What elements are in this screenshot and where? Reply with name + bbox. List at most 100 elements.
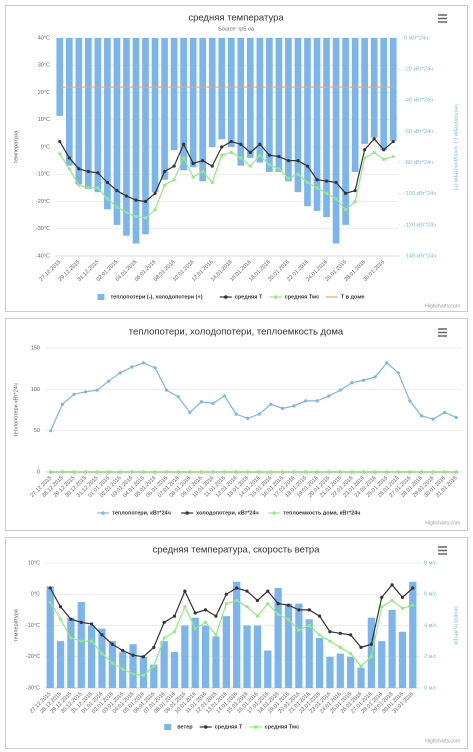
legend-label[interactable]: средняя Twc	[285, 294, 320, 300]
y2-tick-label: -80 кВт*24ч	[404, 160, 433, 166]
legend-label[interactable]: ветер	[177, 724, 193, 730]
bar	[347, 656, 355, 688]
point	[411, 586, 415, 590]
menu-icon[interactable]	[438, 14, 447, 23]
y2-tick-label: 6 м/с	[424, 592, 437, 598]
point	[130, 365, 134, 369]
point	[86, 169, 90, 174]
point	[304, 470, 308, 474]
point	[234, 412, 238, 416]
y-tick-label: -20°C	[26, 654, 40, 660]
point	[369, 655, 373, 659]
point	[152, 645, 156, 649]
point	[201, 169, 205, 174]
y2-tick-label: 8 м/с	[424, 560, 437, 566]
bar	[342, 38, 349, 225]
chart-title: средняя температура, скорость ветра	[153, 545, 321, 556]
point	[385, 361, 389, 365]
point	[105, 197, 110, 201]
bar	[65, 38, 73, 166]
point	[391, 154, 395, 159]
point	[134, 198, 138, 202]
menu-icon[interactable]	[438, 546, 447, 555]
y2-tick-label: -100 кВт*24ч	[404, 191, 436, 197]
point	[353, 199, 357, 204]
series-line	[49, 599, 413, 677]
legend-label[interactable]: средняя Twc	[265, 724, 300, 730]
point	[90, 639, 94, 643]
bar	[243, 625, 251, 688]
menu-icon[interactable]	[438, 328, 447, 337]
y2-axis-title: скорость ветра	[453, 606, 459, 645]
bar	[161, 38, 168, 180]
point	[183, 589, 187, 593]
point	[338, 645, 342, 649]
bar	[77, 602, 85, 688]
legend-label[interactable]: средняя T	[215, 724, 243, 730]
legend-label[interactable]: теплопотери (-), холодопотери (+)	[110, 294, 202, 300]
point	[324, 179, 329, 183]
bar	[256, 38, 264, 163]
point	[353, 189, 357, 193]
chart-title: средняя температура	[188, 13, 284, 24]
point	[307, 608, 311, 612]
point	[454, 415, 458, 420]
y-tick-label: 0°C	[31, 592, 40, 598]
point	[324, 191, 329, 195]
point	[419, 414, 424, 418]
point	[280, 470, 285, 474]
legend-label[interactable]: холодопотери, кВт*24ч	[196, 510, 259, 516]
bar	[129, 644, 137, 688]
point	[363, 148, 367, 152]
bar	[326, 656, 334, 688]
point	[443, 410, 447, 415]
point	[141, 361, 146, 365]
point	[220, 145, 224, 149]
point	[67, 156, 71, 160]
point	[220, 153, 224, 157]
y-tick-label: 150	[31, 345, 40, 351]
point	[229, 150, 233, 155]
legend-label[interactable]: теплоемкость дома, кВт*24ч	[283, 510, 360, 516]
y2-tick-label: -120 кВт*24ч	[404, 222, 436, 228]
point	[266, 589, 270, 593]
y2-tick-label: 2 м/с	[424, 654, 437, 660]
point	[222, 394, 227, 398]
point	[315, 470, 319, 474]
bar	[201, 625, 210, 688]
bar	[189, 38, 197, 168]
point	[391, 139, 395, 144]
point	[49, 470, 53, 474]
point	[400, 595, 405, 599]
point	[172, 178, 176, 182]
point	[277, 154, 281, 159]
series-line	[59, 137, 394, 203]
y2-tick-label: -60 кВт*24ч	[404, 129, 433, 135]
bar	[150, 664, 158, 688]
legend-label[interactable]: T в доме	[341, 294, 365, 300]
point	[191, 175, 195, 179]
bar	[56, 641, 65, 688]
point	[276, 612, 280, 617]
legend-label[interactable]: средняя T	[235, 294, 263, 300]
point	[317, 614, 322, 618]
bar	[139, 656, 148, 688]
bar	[370, 38, 378, 138]
point	[255, 598, 260, 603]
point	[58, 139, 62, 144]
point	[214, 633, 218, 637]
point	[276, 602, 280, 606]
point	[292, 470, 296, 474]
bar	[380, 38, 388, 151]
point	[349, 652, 353, 656]
bar	[237, 38, 245, 166]
point	[110, 642, 114, 646]
bar	[113, 38, 121, 225]
bar	[132, 38, 140, 244]
point	[141, 470, 146, 474]
bar	[294, 38, 302, 193]
bar	[75, 38, 83, 185]
legend-label[interactable]: теплопотери, кВт*24ч	[112, 510, 171, 516]
point	[245, 589, 249, 593]
